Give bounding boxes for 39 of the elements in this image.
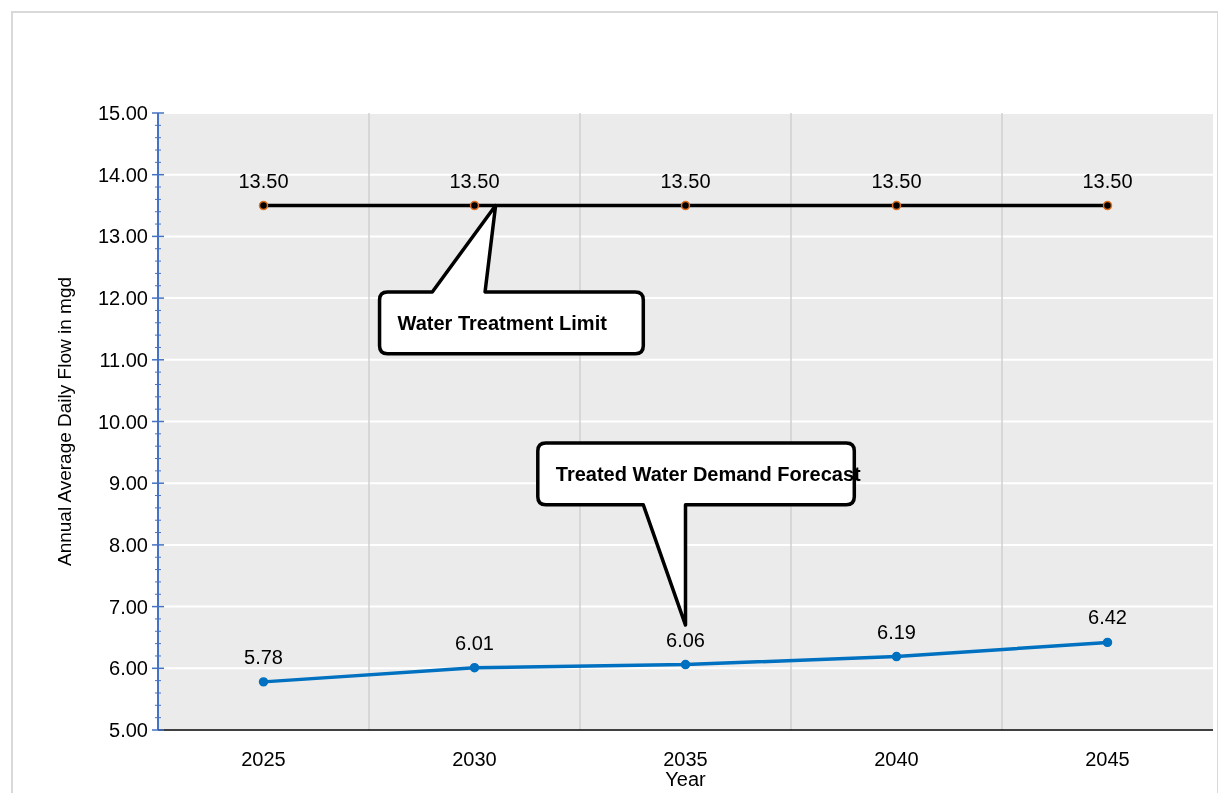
- point: [680, 659, 691, 670]
- y-tick-label: 14.00: [97, 163, 148, 186]
- y-tick-label: 8.00: [109, 533, 148, 556]
- x-tick-label: 2040: [874, 748, 919, 770]
- data-label: 6.06: [666, 628, 705, 651]
- data-label: 13.50: [660, 169, 711, 192]
- y-tick-label: 15.00: [97, 102, 148, 124]
- data-label: 6.42: [1088, 606, 1127, 629]
- y-tick-label: 11.00: [99, 348, 148, 371]
- data-label: 6.01: [455, 631, 494, 654]
- point: [469, 200, 480, 211]
- y-tick-label: 10.00: [97, 410, 148, 433]
- data-label: 13.50: [238, 169, 289, 192]
- point: [1102, 200, 1113, 211]
- data-label: 13.50: [871, 169, 922, 192]
- x-tick-label: 2035: [663, 748, 708, 770]
- y-tick-label: 6.00: [109, 657, 148, 680]
- point: [258, 200, 269, 211]
- x-tick-label: 2025: [241, 748, 286, 770]
- y-tick-label: 12.00: [97, 287, 148, 310]
- y-axis-title: Annual Average Daily Flow in mgd: [54, 276, 75, 567]
- data-label: 6.19: [877, 620, 916, 643]
- point: [891, 200, 902, 211]
- data-label: 13.50: [1082, 169, 1133, 192]
- annotation: Water Treatment Limit: [397, 311, 608, 334]
- point: [258, 677, 269, 687]
- point: [1102, 637, 1113, 648]
- x-tick-label: 2045: [1085, 748, 1130, 770]
- y-tick-label: 5.00: [109, 719, 148, 741]
- point: [469, 662, 480, 673]
- x-tick-label: 2030: [452, 748, 497, 770]
- data-label: 5.78: [244, 645, 283, 668]
- y-tick-label: 7.00: [109, 595, 148, 618]
- y-tick-label: 13.00: [97, 225, 148, 248]
- point: [891, 651, 902, 662]
- y-tick-label: 9.00: [109, 472, 148, 495]
- point: [680, 200, 691, 211]
- data-label: 13.50: [449, 169, 500, 192]
- x-axis-title: Year: [665, 768, 707, 790]
